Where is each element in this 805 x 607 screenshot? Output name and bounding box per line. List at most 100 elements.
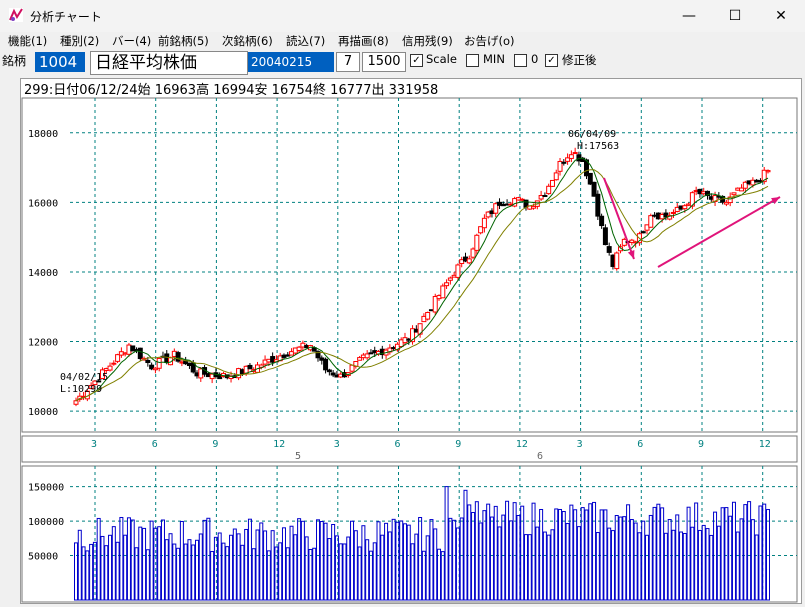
volume-bar [527,534,532,601]
volume-bar [561,511,566,601]
candle-body [315,351,321,359]
volume-bar [108,534,113,601]
menu-bar-type[interactable]: バー(4) [112,34,152,48]
candle-body [447,277,453,281]
menu-next-stock[interactable]: 次銘柄(6) [222,34,273,48]
menu-type[interactable]: 種別(2) [60,34,100,48]
volume-bars [74,486,770,601]
volume-tick-label: 150000 [28,483,64,494]
volume-bar [720,507,725,601]
menu-prev-stock[interactable]: 前銘柄(5) [158,34,209,48]
close-button[interactable]: ✕ [775,8,787,24]
volume-bar [395,521,400,601]
menu-load[interactable]: 読込(7) [286,34,326,48]
candle-body [296,346,302,351]
candle-body [96,380,102,383]
volume-bar [145,549,150,601]
volume-bar [682,532,687,601]
candle-body [682,205,688,210]
ma-short-line [75,157,769,402]
candle-body [364,353,370,359]
volume-bar [111,526,116,601]
date-input[interactable]: 20040215 [248,52,334,72]
volume-bar [750,519,755,601]
scale-checkbox[interactable]: ✓ [410,54,423,67]
volume-bar [236,533,241,601]
month-tick-label: 6 [395,439,401,450]
minimize-button[interactable]: — [682,8,696,24]
volume-bar [176,547,181,601]
period-input[interactable]: 7 [336,52,360,72]
candle-body [326,369,332,373]
candle-body [565,157,571,162]
volume-bar [312,547,317,601]
candle-body [739,187,745,192]
volume-bar [323,522,328,601]
maximize-button[interactable]: ☐ [728,8,742,24]
volume-bar [213,536,218,601]
candle-body [602,227,608,246]
zero-label: 0 [531,52,539,66]
volume-bar [493,505,498,601]
volume-bar [505,500,510,601]
volume-panel-frame [21,465,798,603]
volume-bar [92,541,97,601]
volume-bar [671,529,676,601]
volume-bar [399,520,404,601]
menu-function[interactable]: 機能(1) [8,34,48,48]
candle-body [149,364,155,370]
month-tick-label: 12 [516,439,528,450]
volume-bar [304,536,309,601]
candle-body [107,365,113,371]
candle-body [512,198,518,207]
volume-bar [217,532,222,601]
volume-bar [735,531,740,601]
candle-body [137,347,143,360]
volume-bar [644,534,649,601]
volume-bar [520,505,525,601]
volume-bar [357,546,362,601]
month-tick-label: 9 [212,439,218,450]
volume-bar [588,503,593,601]
volume-bar [104,545,109,601]
volume-bar [119,516,124,601]
candle-body [553,172,559,181]
volume-bar [433,528,438,601]
volume-bar [610,530,615,601]
candle-body [145,359,151,364]
volume-bar [206,517,211,601]
volume-bar [614,515,619,601]
candle-body [750,179,756,186]
volume-bar [384,522,389,601]
volume-bar [96,517,101,601]
volume-bar [471,512,476,601]
menu-redraw[interactable]: 再描画(8) [338,34,389,48]
volume-bar [221,542,226,601]
volume-bar [474,501,479,601]
candle-body [561,161,567,164]
trend-arrow-line [603,177,635,260]
menu-oracle[interactable]: お告げ(o) [464,34,515,48]
trend-arrow-head [771,197,780,205]
menu-margin[interactable]: 信用残(9) [402,34,453,48]
stock-code-input[interactable]: 1004 [35,52,85,72]
trend-arrow-head [627,250,635,259]
volume-bar [489,516,494,601]
volume-bar [486,503,491,601]
candle-body [470,248,476,258]
volume-bar [334,535,339,601]
volume-bar [232,528,237,601]
min-checkbox[interactable] [466,54,479,67]
candle-body [742,181,748,189]
adjusted-checkbox[interactable]: ✓ [545,54,558,67]
volume-bar [709,534,714,601]
month-tick-label: 12 [759,439,771,450]
candle-body [455,264,461,278]
volume-bar [743,504,748,601]
candle-body [258,364,264,368]
month-tick-label: 3 [334,439,340,450]
volume-bar [259,522,264,601]
count-input[interactable]: 1500 [362,52,406,72]
zero-checkbox[interactable] [514,54,527,67]
volume-bar [376,521,381,601]
